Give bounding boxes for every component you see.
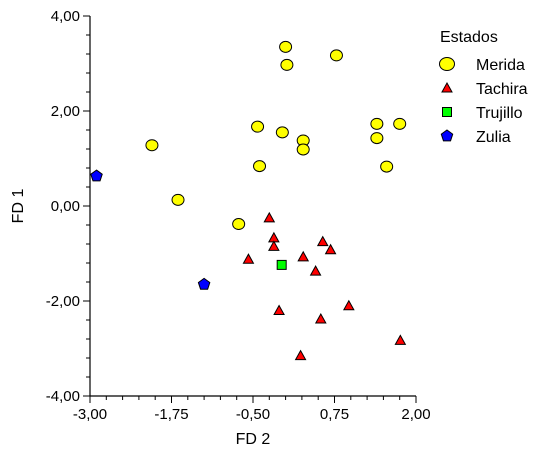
tachira-point [318, 237, 328, 246]
merida-point [330, 50, 342, 61]
tachira-point [316, 314, 326, 323]
merida-point [233, 219, 245, 230]
tachira-point [395, 335, 405, 344]
tachira-point [243, 254, 253, 263]
merida-point [276, 127, 288, 138]
legend-label: Trujillo [476, 105, 523, 122]
x-tick-label: -0,50 [236, 406, 270, 423]
series-tachira [243, 213, 405, 360]
x-axis-label: FD 2 [236, 431, 271, 448]
zulia-point [198, 278, 209, 289]
legend-label: Merida [476, 57, 525, 74]
legend-title: Estados [440, 29, 498, 46]
x-tick-label: 0,75 [320, 406, 349, 423]
legend-marker [441, 130, 452, 141]
legend-marker [442, 83, 452, 92]
x-tick-label: -1,75 [154, 406, 188, 423]
legend-item-merida: Merida [440, 57, 526, 74]
tachira-point [311, 266, 321, 275]
ticks [83, 16, 416, 403]
merida-point [172, 194, 184, 205]
merida-point [381, 161, 393, 172]
axes [90, 16, 416, 396]
legend-marker [440, 58, 455, 71]
tachira-point [296, 351, 306, 360]
legend-label: Zulia [476, 129, 511, 146]
legend: Estados Merida Tachira Trujillo Zulia [440, 29, 528, 146]
y-tick-label: -2,00 [46, 293, 80, 310]
data-points [91, 41, 406, 359]
tachira-point [264, 213, 274, 222]
tachira-point [274, 306, 284, 315]
x-tick-label: 2,00 [401, 406, 430, 423]
legend-item-tachira: Tachira [442, 81, 528, 98]
trujillo-point [277, 260, 286, 269]
merida-point [371, 133, 383, 144]
legend-item-trujillo: Trujillo [443, 105, 523, 122]
merida-point [371, 118, 383, 129]
merida-point [297, 144, 309, 155]
merida-point [146, 140, 158, 151]
legend-item-zulia: Zulia [441, 129, 510, 146]
zulia-point [91, 170, 102, 181]
tachira-point [344, 301, 354, 310]
merida-point [280, 41, 292, 52]
tachira-point [269, 241, 279, 250]
merida-point [281, 59, 293, 70]
series-trujillo [277, 260, 286, 269]
x-tick-label: -3,00 [73, 406, 107, 423]
y-tick-label: 4,00 [51, 8, 80, 25]
merida-point [252, 121, 264, 132]
y-tick-label: 2,00 [51, 103, 80, 120]
merida-point [254, 161, 266, 172]
y-tick-label: -4,00 [46, 388, 80, 405]
y-tick-label: 0,00 [51, 198, 80, 215]
tachira-point [298, 252, 308, 261]
series-zulia [91, 170, 210, 289]
legend-label: Tachira [476, 81, 528, 98]
legend-marker [443, 108, 452, 117]
y-axis-label: FD 1 [10, 189, 27, 224]
merida-point [394, 118, 406, 129]
tick-labels: -4,00 -2,00 0,00 2,00 4,00 -3,00 -1,75 -0,50 0,7… [46, 8, 431, 423]
series-merida [146, 41, 406, 229]
